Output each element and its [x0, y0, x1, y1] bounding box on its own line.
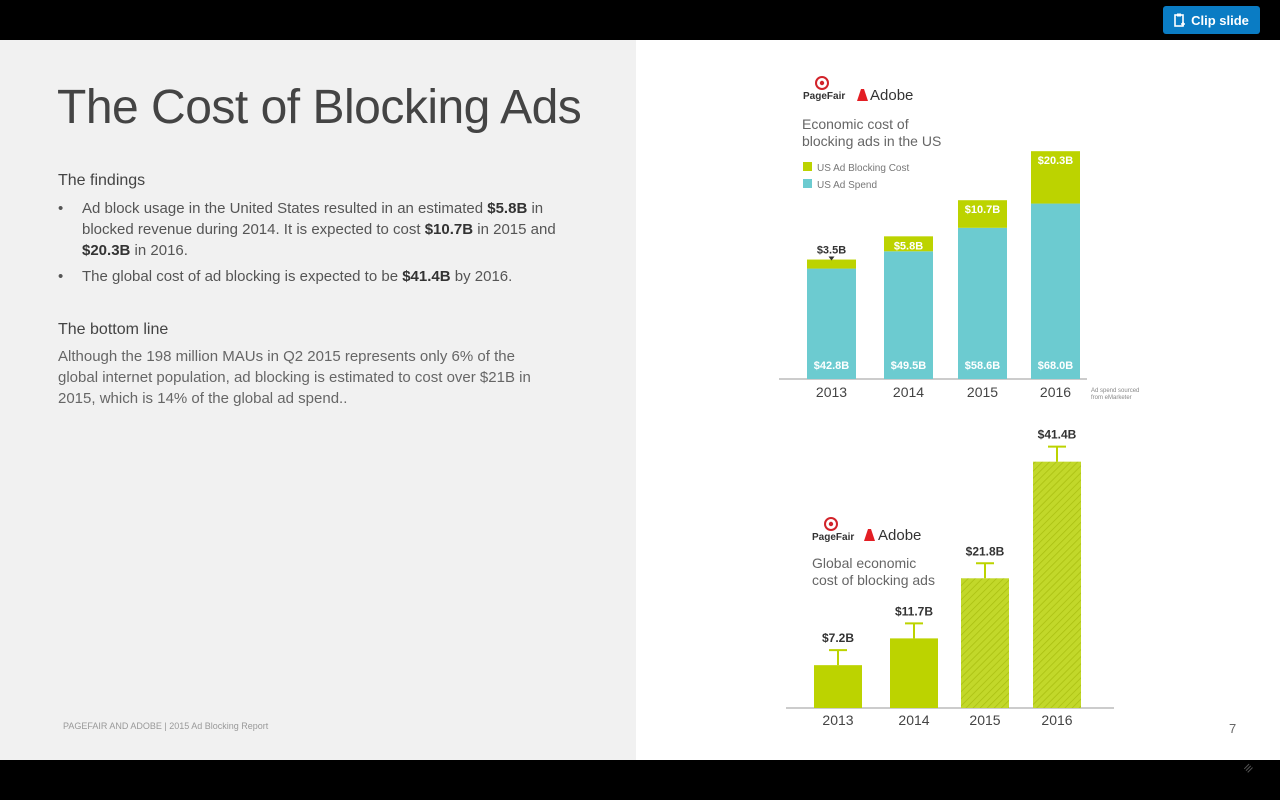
data-label: $11.7B	[895, 604, 933, 618]
adobe-logo-text: Adobe	[878, 527, 921, 544]
x-tick-label: 2015	[969, 712, 1000, 728]
x-tick-label: 2015	[967, 384, 998, 400]
pagefair-logo-icon	[815, 76, 829, 90]
x-tick-label: 2014	[898, 712, 929, 728]
adobe-logo-icon	[857, 89, 868, 101]
chart-source-note: Ad spend sourced from eMarketer	[1091, 388, 1139, 401]
chart-global: $7.2B 2013 $11.7B 2014 $21.8B 2015 $41.4B 2016	[786, 428, 1114, 728]
page-number: 7	[1229, 721, 1237, 736]
slide-text-panel	[0, 40, 636, 760]
data-label: $7.2B	[822, 631, 854, 645]
data-label-blocking: $10.7B	[965, 204, 1001, 216]
bar-global-cost	[890, 638, 938, 708]
pagefair-logo-text: PageFair	[812, 532, 854, 543]
bottom-line-text: Although the 198 million MAUs in Q2 2015…	[58, 348, 531, 407]
data-label-spend: $42.8B	[814, 360, 850, 372]
bottom-line-heading: The bottom line	[58, 321, 169, 338]
bar-global-cost	[814, 665, 862, 708]
findings-heading: The findings	[58, 172, 146, 189]
bar-ad-spend	[807, 268, 856, 379]
legend-label-blocking: US Ad Blocking Cost	[817, 163, 909, 174]
x-tick-label: 2014	[893, 384, 924, 400]
chart1-title-line2: blocking ads in the US	[802, 133, 941, 149]
data-label-blocking: $20.3B	[1038, 155, 1074, 167]
clipboard-icon	[1174, 13, 1186, 27]
slide-title: The Cost of Blocking Ads	[57, 81, 582, 134]
logo-group-global: PageFair Adobe	[812, 517, 921, 544]
legend-label-spend: US Ad Spend	[817, 180, 877, 191]
bar-ad-spend	[884, 251, 933, 379]
chart1-title-line1: Economic cost of	[802, 116, 909, 132]
data-label-blocking: $5.8B	[894, 240, 923, 252]
bar-global-cost	[1033, 461, 1081, 708]
chart-us: $42.8B $3.5B 2013 $49.5B $5.8B 2014 $58.6B $10.…	[779, 151, 1139, 401]
bar-ad-blocking	[1031, 151, 1080, 204]
chart2-title-line1: Global economic	[812, 555, 916, 571]
data-label-spend: $49.5B	[891, 360, 927, 372]
data-label-spend: $58.6B	[965, 360, 1001, 372]
slide: The Cost of Blocking Ads The findings Ad…	[0, 40, 1280, 760]
pagefair-logo-icon	[824, 517, 838, 531]
data-label-blocking: $3.5B	[817, 245, 846, 257]
data-label: $41.4B	[1038, 428, 1077, 442]
data-label: $21.8B	[966, 544, 1005, 558]
label-pointer-icon	[828, 256, 835, 261]
clip-slide-button[interactable]: Clip slide	[1163, 6, 1260, 34]
legend-swatch-blocking	[803, 162, 812, 171]
x-tick-label: 2013	[816, 384, 847, 400]
clip-slide-label: Clip slide	[1191, 12, 1249, 28]
findings-list: Ad block usage in the United States resu…	[58, 198, 578, 292]
adobe-logo-text: Adobe	[870, 87, 913, 104]
pagefair-logo-text: PageFair	[803, 91, 845, 102]
adobe-logo-icon	[864, 529, 875, 541]
legend-swatch-spend	[803, 179, 812, 188]
viewer-top-bar: Clip slide	[0, 0, 1280, 40]
chart2-title-line2: cost of blocking ads	[812, 572, 935, 588]
bar-ad-blocking	[958, 200, 1007, 228]
bar-ad-spend	[1031, 203, 1080, 379]
slide-footer: PAGEFAIR AND ADOBE | 2015 Ad Blocking Re…	[63, 721, 269, 731]
data-label-spend: $68.0B	[1038, 360, 1074, 372]
viewer-bottom-bar	[0, 760, 1280, 800]
x-tick-label: 2016	[1040, 384, 1071, 400]
bar-ad-blocking	[807, 259, 856, 269]
finding-item: Ad block usage in the United States resu…	[58, 198, 578, 261]
x-tick-label: 2016	[1041, 712, 1072, 728]
finding-item: The global cost of ad blocking is expect…	[58, 266, 578, 287]
bar-global-cost	[961, 578, 1009, 708]
logo-group-us: PageFair Adobe	[803, 76, 913, 104]
x-tick-label: 2013	[822, 712, 853, 728]
bar-ad-spend	[958, 227, 1007, 379]
charts-canvas: PageFair Adobe Economic cost of blocking…	[779, 76, 1139, 728]
bar-ad-blocking	[884, 236, 933, 252]
